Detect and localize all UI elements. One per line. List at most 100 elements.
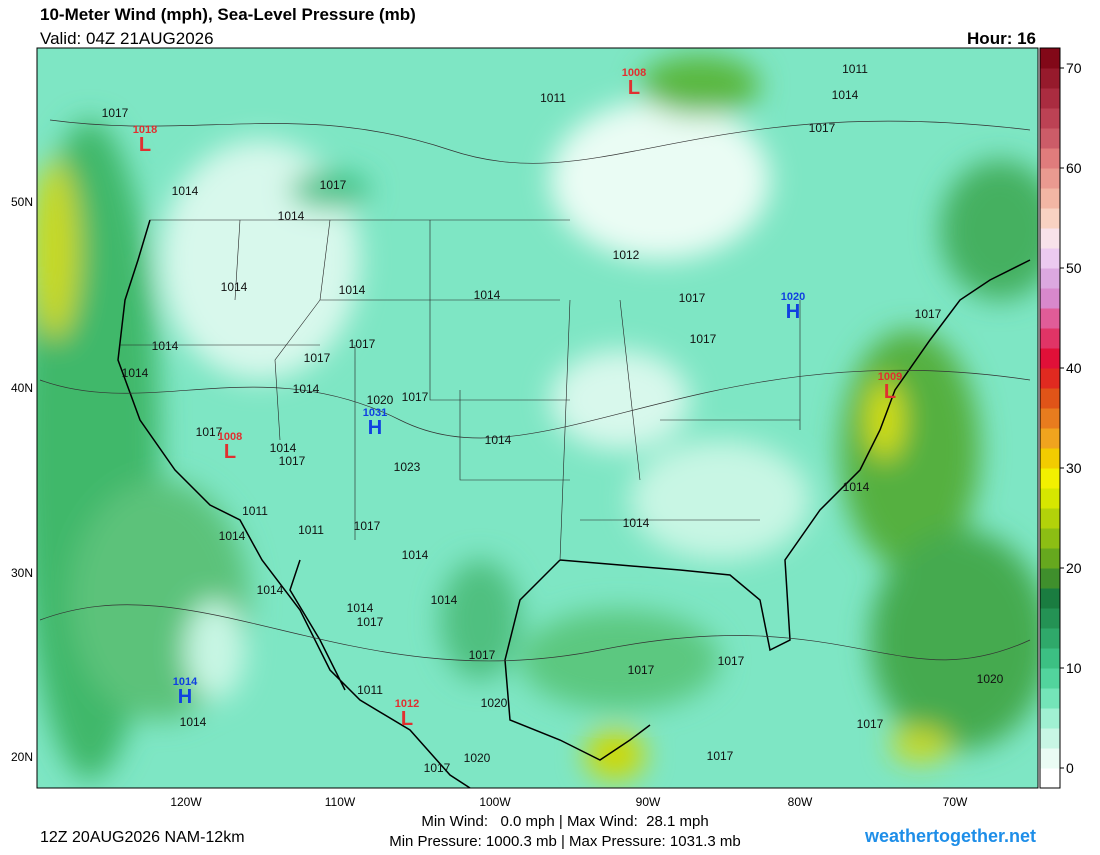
colorbar-segment (1040, 548, 1060, 569)
site-link[interactable]: weathertogether.net (864, 826, 1036, 846)
colorbar-tick-label: 30 (1066, 460, 1082, 476)
lon-label: 110W (325, 795, 356, 809)
isobar-label: 1020 (977, 672, 1004, 686)
wind-range: Min Wind: 0.0 mph | Max Wind: 28.1 mph (421, 813, 708, 830)
colorbar-segment (1040, 448, 1060, 469)
colorbar-segment (1040, 248, 1060, 269)
isobar-label: 1014 (122, 366, 149, 380)
borders (120, 219, 801, 561)
isobar-label: 1014 (402, 548, 429, 562)
isobar-label: 1014 (832, 88, 859, 102)
center-pressure: 1014 (173, 676, 198, 688)
isobar-label: 1017 (320, 178, 347, 192)
colorbar-segment (1040, 648, 1060, 669)
lat-label: 40N (11, 381, 33, 395)
coastline (117, 219, 1031, 788)
colorbar-segment (1040, 628, 1060, 649)
isobar-label: 1017 (809, 121, 836, 135)
colorbar-segment (1040, 228, 1060, 249)
isobar-label: 1014 (293, 382, 320, 396)
isobar-label: 1014 (152, 339, 179, 353)
colorbar-segment (1040, 468, 1060, 489)
isobar-label: 1014 (219, 529, 246, 543)
isobar-label: 1020 (367, 393, 394, 407)
colorbar-segment (1040, 328, 1060, 349)
isobar-label: 1011 (540, 91, 566, 105)
colorbar-segment (1040, 348, 1060, 369)
isobar-label: 1014 (172, 184, 199, 198)
isobar-label: 1017 (102, 106, 129, 120)
colorbar-segment (1040, 508, 1060, 529)
isobar-label: 1017 (915, 307, 942, 321)
center-letter: L (139, 134, 151, 156)
lat-label: 30N (11, 566, 33, 580)
colorbar-segment (1040, 688, 1060, 709)
isobar-label: 1014 (623, 516, 650, 530)
colorbar-segment (1040, 268, 1060, 289)
colorbar-tick-label: 50 (1066, 260, 1082, 276)
lon-label: 120W (170, 795, 202, 809)
colorbar-segment (1040, 88, 1060, 109)
center-pressure: 1020 (781, 291, 805, 303)
center-pressure: 1018 (133, 124, 157, 136)
colorbar-tick-label: 0 (1066, 760, 1074, 776)
isobar-label: 1017 (196, 425, 223, 439)
colorbar-tick-label: 20 (1066, 560, 1082, 576)
colorbar-segment (1040, 768, 1060, 789)
isobar-label: 1014 (474, 288, 501, 302)
isobar-label: 1020 (464, 751, 491, 765)
isobar-label: 1023 (394, 460, 421, 474)
lon-label: 80W (788, 795, 813, 809)
isobar-label: 1017 (469, 648, 496, 662)
isobars (39, 119, 1031, 662)
center-letter: H (786, 301, 800, 323)
center-letter: L (401, 708, 413, 730)
colorbar-tick-label: 70 (1066, 60, 1082, 76)
colorbar-segment (1040, 188, 1060, 209)
colorbar-segment (1040, 708, 1060, 729)
colorbar-segment (1040, 128, 1060, 149)
lon-label: 90W (636, 795, 661, 809)
forecast-hour: Hour: 16 (967, 29, 1036, 48)
isobar-label: 1017 (718, 654, 745, 668)
colorbar-segment (1040, 288, 1060, 309)
colorbar-segment (1040, 728, 1060, 749)
isobar-label: 1014 (270, 441, 297, 455)
model-run: 12Z 20AUG2026 NAM-12km (40, 829, 245, 846)
colorbar-segment (1040, 308, 1060, 329)
isobar-label: 1017 (304, 351, 331, 365)
title: 10-Meter Wind (mph), Sea-Level Pressure … (40, 5, 416, 24)
colorbar-segment (1040, 108, 1060, 129)
colorbar-segment (1040, 588, 1060, 609)
isobar-label: 1017 (349, 337, 376, 351)
lat-label: 50N (11, 195, 33, 209)
isobar-label: 1017 (354, 519, 381, 533)
isobar-label: 1017 (690, 332, 717, 346)
center-letter: L (628, 77, 640, 99)
isobar-label: 1020 (481, 696, 508, 710)
isobar-label: 1017 (628, 663, 655, 677)
map-frame (36, 47, 1039, 789)
isobar-label: 1014 (257, 583, 284, 597)
colorbar-segment (1040, 748, 1060, 769)
center-pressure: 1012 (395, 698, 419, 710)
center-letter: H (368, 417, 382, 439)
isobar-label: 1011 (298, 523, 324, 537)
colorbar-segment (1040, 48, 1060, 69)
isobar-label: 1014 (843, 480, 870, 494)
isobar-label: 1011 (357, 683, 383, 697)
isobar-label: 1011 (242, 504, 268, 518)
isobar-label: 1017 (679, 291, 706, 305)
colorbar-tick-label: 40 (1066, 360, 1082, 376)
lon-label: 70W (943, 795, 968, 809)
isobar-label: 1017 (279, 454, 306, 468)
colorbar-segment (1040, 528, 1060, 549)
isobar-label: 1014 (278, 209, 305, 223)
colorbar-tick-label: 60 (1066, 160, 1082, 176)
isobar-label: 1014 (339, 283, 366, 297)
valid-time: Valid: 04Z 21AUG2026 (40, 29, 214, 48)
pressure-range: Min Pressure: 1000.3 mb | Max Pressure: … (389, 833, 741, 850)
isobar-label: 1014 (180, 715, 207, 729)
